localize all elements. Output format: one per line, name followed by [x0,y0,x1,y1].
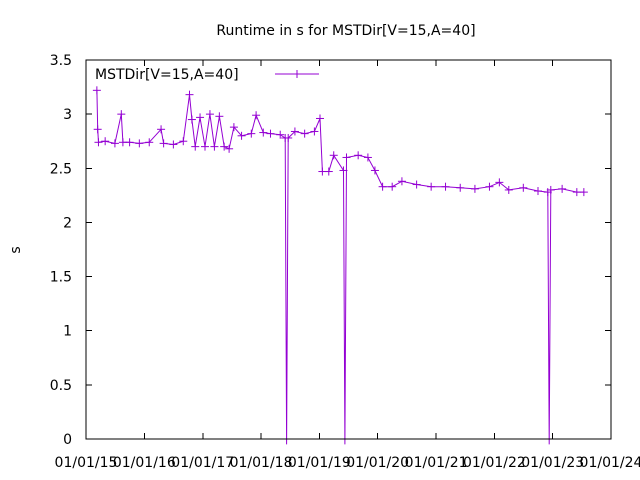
y-tick-label: 1 [63,324,72,340]
x-tick-label: 01/01/22 [463,455,526,471]
plot-frame [85,59,612,440]
x-tick-label: 01/01/19 [288,455,351,471]
series-line [96,90,584,445]
y-axis-ticks: 0 0.5 1 1.5 2 2.5 3 3.5 [50,53,611,448]
x-tick-label: 01/01/23 [521,455,584,471]
y-tick-label: 3.5 [50,53,72,69]
y-tick-label: 1.5 [50,270,72,286]
x-tick-label: 01/01/16 [113,455,176,471]
y-tick-label: 0.5 [50,378,72,394]
y-tick-label: 2.5 [50,161,72,177]
x-axis-ticks: 01/01/1501/01/1601/01/1701/01/1801/01/19… [55,60,640,471]
legend: MSTDir[V=15,A=40] [95,67,319,83]
chart-title: Runtime in s for MSTDir[V=15,A=40] [216,23,475,39]
y-tick-label: 2 [63,215,72,231]
plot-area [92,86,588,445]
x-tick-label: 01/01/17 [171,455,234,471]
x-tick-label: 01/01/20 [346,455,409,471]
legend-marker [293,70,301,78]
x-tick-label: 01/01/15 [55,455,118,471]
x-tick-label: 01/01/18 [230,455,293,471]
series-markers [92,86,588,197]
x-tick-label: 01/01/21 [405,455,468,471]
y-tick-label: 3 [63,107,72,123]
y-tick-label: 0 [63,432,72,448]
x-tick-label: 01/01/24 [580,455,640,471]
legend-entry-label: MSTDir[V=15,A=40] [95,67,239,83]
y-axis-label: s [8,246,24,253]
